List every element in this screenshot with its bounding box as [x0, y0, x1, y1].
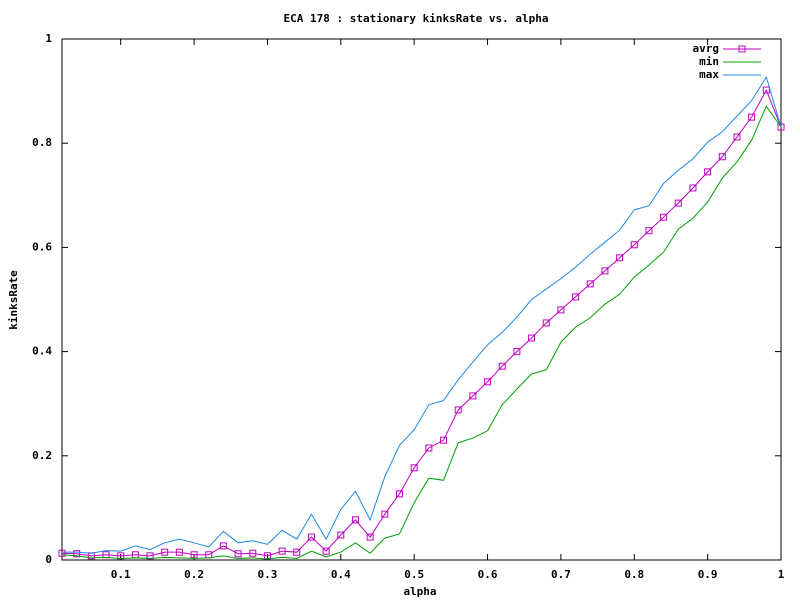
- legend-label: avrg: [693, 42, 720, 55]
- data-point: [410, 464, 418, 472]
- data-point: [542, 319, 550, 327]
- legend-label: min: [699, 55, 719, 68]
- data-line: [61, 88, 782, 557]
- data-point: [513, 348, 521, 356]
- data-point: [73, 550, 81, 558]
- data-point: [190, 551, 198, 559]
- legend-marker: [738, 45, 746, 53]
- data-point: [469, 392, 477, 400]
- data-point: [219, 542, 227, 550]
- data-point: [557, 306, 565, 314]
- y-axis-label: kinksRate: [7, 270, 20, 330]
- x-tick-label: 0.2: [184, 568, 204, 581]
- data-point: [704, 168, 712, 176]
- data-point: [381, 510, 389, 518]
- x-tick-label: 0.7: [551, 568, 571, 581]
- data-point: [293, 548, 301, 556]
- data-point: [351, 516, 359, 524]
- data-point: [249, 549, 257, 557]
- y-tick-label: 1: [45, 32, 52, 45]
- legend-label: max: [699, 68, 719, 81]
- data-point: [425, 444, 433, 452]
- data-point: [718, 153, 726, 161]
- data-point: [395, 490, 403, 498]
- data-line: [62, 75, 782, 554]
- data-point: [689, 184, 697, 192]
- x-tick-label: 0.9: [698, 568, 718, 581]
- y-tick-label: 0: [45, 553, 52, 566]
- x-tick-label: 0.4: [331, 568, 351, 581]
- data-point: [322, 547, 330, 555]
- data-point: [572, 293, 580, 301]
- y-tick-label: 0.4: [32, 345, 52, 358]
- x-tick-label: 0.5: [404, 568, 424, 581]
- data-point: [337, 531, 345, 539]
- data-point: [307, 533, 315, 541]
- data-point: [454, 406, 462, 414]
- data-point: [660, 213, 668, 221]
- x-tick-label: 0.3: [257, 568, 277, 581]
- y-tick-label: 0.8: [32, 136, 52, 149]
- data-point: [161, 548, 169, 556]
- data-point: [777, 123, 785, 131]
- x-tick-label: 1: [778, 568, 785, 581]
- x-axis-label: alpha: [403, 585, 436, 598]
- y-tick-label: 0.6: [32, 240, 52, 253]
- chart-title: ECA 178 : stationary kinksRate vs. alpha: [284, 12, 549, 25]
- data-point: [175, 548, 183, 556]
- data-point: [498, 362, 506, 370]
- data-point: [234, 550, 242, 558]
- data-point: [58, 549, 66, 557]
- data-point: [278, 547, 286, 555]
- data-point: [366, 533, 374, 541]
- data-point: [616, 254, 624, 262]
- data-point: [440, 436, 448, 444]
- data-point: [762, 86, 770, 94]
- data-line: [61, 105, 782, 560]
- x-tick-label: 0.6: [478, 568, 498, 581]
- data-point: [630, 241, 638, 249]
- data-point: [586, 280, 594, 288]
- plot-frame: [61, 38, 782, 561]
- y-tick-label: 0.2: [32, 449, 52, 462]
- x-tick-label: 0.1: [111, 568, 131, 581]
- data-point: [645, 227, 653, 235]
- x-tick-label: 0.8: [624, 568, 644, 581]
- data-point: [484, 378, 492, 386]
- data-point: [748, 113, 756, 121]
- data-point: [528, 334, 536, 342]
- data-point: [601, 267, 609, 275]
- data-point: [733, 133, 741, 141]
- data-point: [674, 199, 682, 207]
